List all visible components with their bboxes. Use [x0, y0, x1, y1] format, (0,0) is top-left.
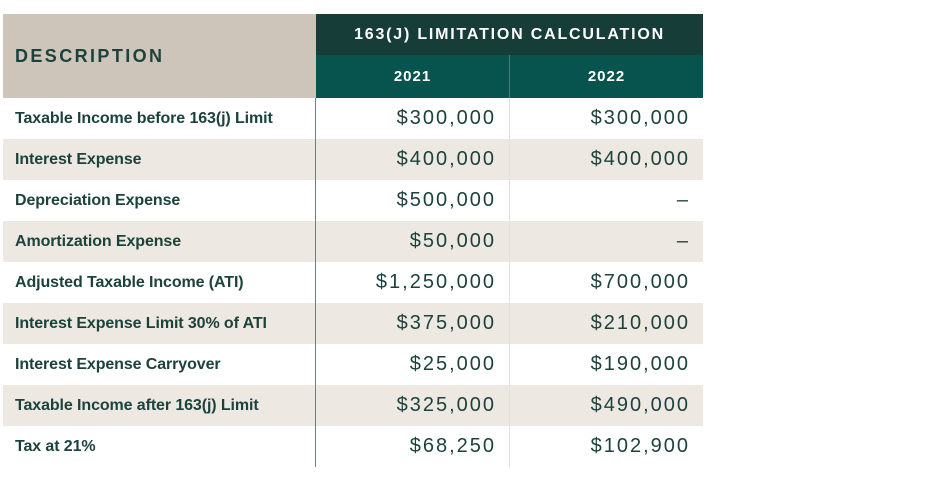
table-row: Taxable Income after 163(j) Limit $325,0… — [3, 385, 703, 426]
row-label: Amortization Expense — [3, 221, 316, 262]
group-header-cell: 163(J) LIMITATION CALCULATION — [316, 14, 703, 55]
value-2021: $400,000 — [316, 139, 510, 180]
description-header-label: DESCRIPTION — [15, 45, 165, 66]
value-2022: $700,000 — [590, 271, 690, 293]
table-row: Interest Expense Limit 30% of ATI $375,0… — [3, 303, 703, 344]
value-2022: $300,000 — [590, 107, 690, 129]
value-2022: – — [676, 189, 690, 211]
value-2021: $68,250 — [316, 426, 510, 467]
row-label: Taxable Income before 163(j) Limit — [3, 98, 316, 139]
value-2022: $400,000 — [590, 148, 690, 170]
calculation-header-group: 163(J) LIMITATION CALCULATION 2021 2022 — [316, 14, 703, 98]
value-2021: $300,000 — [316, 98, 510, 139]
description-header-cell: DESCRIPTION — [3, 14, 316, 98]
value-2022: $190,000 — [590, 353, 690, 375]
value-2021: $1,250,000 — [316, 262, 510, 303]
row-label: Tax at 21% — [3, 426, 316, 467]
value-2021: $500,000 — [316, 180, 510, 221]
limitation-table: DESCRIPTION 163(J) LIMITATION CALCULATIO… — [3, 14, 703, 467]
row-label: Interest Expense — [3, 139, 316, 180]
year-header-row: 2021 2022 — [316, 55, 703, 98]
row-label: Depreciation Expense — [3, 180, 316, 221]
table-row: Adjusted Taxable Income (ATI) $1,250,000… — [3, 262, 703, 303]
table-body: Taxable Income before 163(j) Limit $300,… — [3, 98, 703, 467]
group-header-label: 163(J) LIMITATION CALCULATION — [354, 25, 665, 43]
value-2022: – — [676, 230, 690, 252]
value-2022: $102,900 — [590, 435, 690, 457]
table-row: Tax at 21% $68,250 $102,900 — [3, 426, 703, 467]
row-label: Taxable Income after 163(j) Limit — [3, 385, 316, 426]
row-label: Adjusted Taxable Income (ATI) — [3, 262, 316, 303]
table-header: DESCRIPTION 163(J) LIMITATION CALCULATIO… — [3, 14, 703, 98]
value-2022: $210,000 — [590, 312, 690, 334]
value-2022: $490,000 — [590, 394, 690, 416]
value-2021: $375,000 — [316, 303, 510, 344]
row-label: Interest Expense Limit 30% of ATI — [3, 303, 316, 344]
value-2021: $25,000 — [316, 344, 510, 385]
value-2021: $325,000 — [316, 385, 510, 426]
table-row: Depreciation Expense $500,000 – — [3, 180, 703, 221]
table-row: Interest Expense Carryover $25,000 $190,… — [3, 344, 703, 385]
row-label: Interest Expense Carryover — [3, 344, 316, 385]
year-header-2022: 2022 — [587, 68, 626, 85]
table-row: Interest Expense $400,000 $400,000 — [3, 139, 703, 180]
table-row: Amortization Expense $50,000 – — [3, 221, 703, 262]
year-header-2021: 2021 — [316, 55, 510, 98]
value-2021: $50,000 — [316, 221, 510, 262]
table-row: Taxable Income before 163(j) Limit $300,… — [3, 98, 703, 139]
